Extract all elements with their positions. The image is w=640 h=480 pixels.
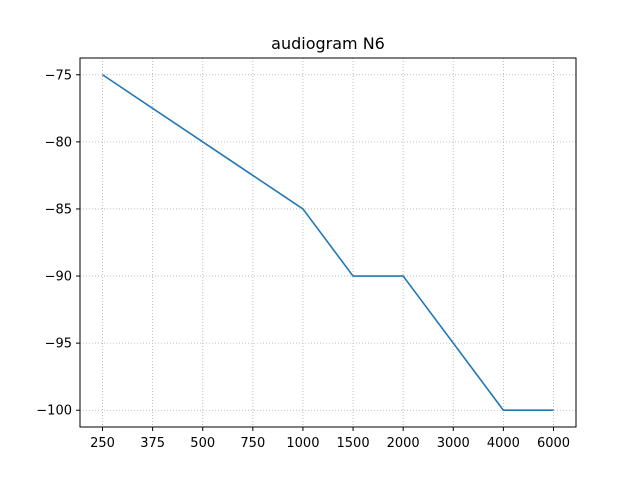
x-tick-label: 250 <box>90 436 115 451</box>
series-group <box>102 74 554 412</box>
chart-title: audiogram N6 <box>271 34 385 53</box>
x-tick-label: 6000 <box>537 436 570 451</box>
x-tick-label: 1500 <box>337 436 370 451</box>
y-tick-label: −100 <box>36 404 72 419</box>
x-tick-label: 2000 <box>387 436 420 451</box>
y-axis: −75 −80 −85 −90 −95 −100 <box>36 68 80 419</box>
series-line <box>102 74 554 412</box>
y-tick-label: −75 <box>45 68 72 83</box>
x-tick-label: 750 <box>240 436 265 451</box>
y-tick-label: −80 <box>45 135 72 150</box>
x-axis: 250 375 500 750 1000 1500 2000 3000 4000 6000 <box>90 427 570 451</box>
x-tick-label: 375 <box>140 436 165 451</box>
y-tick-label: −85 <box>45 202 72 217</box>
y-tick-label: −95 <box>45 337 72 352</box>
x-tick-label: 1000 <box>286 436 319 451</box>
plot-area-frame <box>79 57 577 428</box>
x-tick-label: 4000 <box>487 436 520 451</box>
x-tick-label: 500 <box>190 436 215 451</box>
x-tick-label: 3000 <box>437 436 470 451</box>
y-tick-label: −90 <box>45 270 72 285</box>
